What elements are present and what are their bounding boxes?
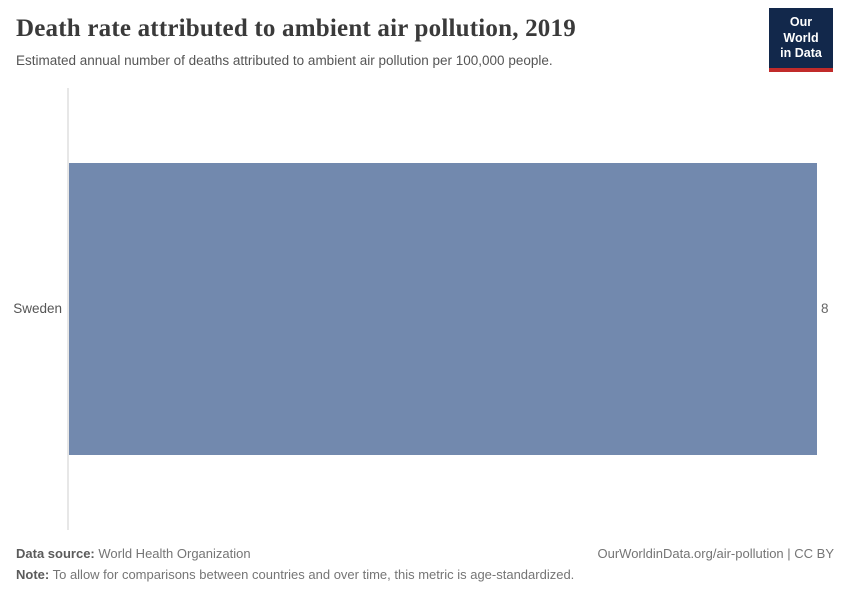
data-source-label: Data source: <box>16 546 95 562</box>
note-value: To allow for comparisons between countri… <box>49 567 575 583</box>
note-line: Note: To allow for comparisons between c… <box>16 565 574 586</box>
bar-value-label: 8 <box>821 301 829 316</box>
page-title: Death rate attributed to ambient air pol… <box>16 15 576 42</box>
bar-category-label: Sweden <box>13 301 62 316</box>
data-source-line: Data source: World Health Organization <box>16 544 251 565</box>
owid-logo-line2: in Data <box>780 46 822 61</box>
footer-note-row: Note: To allow for comparisons between c… <box>16 565 834 586</box>
owid-logo-line1: Our World <box>783 15 819 45</box>
bar[interactable] <box>69 163 817 455</box>
footer-source-row: Data source: World Health Organization O… <box>16 544 834 565</box>
owid-logo[interactable]: Our World in Data <box>769 8 833 72</box>
chart-footer: Data source: World Health Organization O… <box>16 544 834 586</box>
data-source-value: World Health Organization <box>94 546 251 562</box>
y-axis-line <box>67 88 69 530</box>
chart-subtitle: Estimated annual number of deaths attrib… <box>16 53 553 68</box>
attribution-link[interactable]: OurWorldinData.org/air-pollution | CC BY <box>597 546 834 562</box>
note-label: Note: <box>16 567 50 583</box>
